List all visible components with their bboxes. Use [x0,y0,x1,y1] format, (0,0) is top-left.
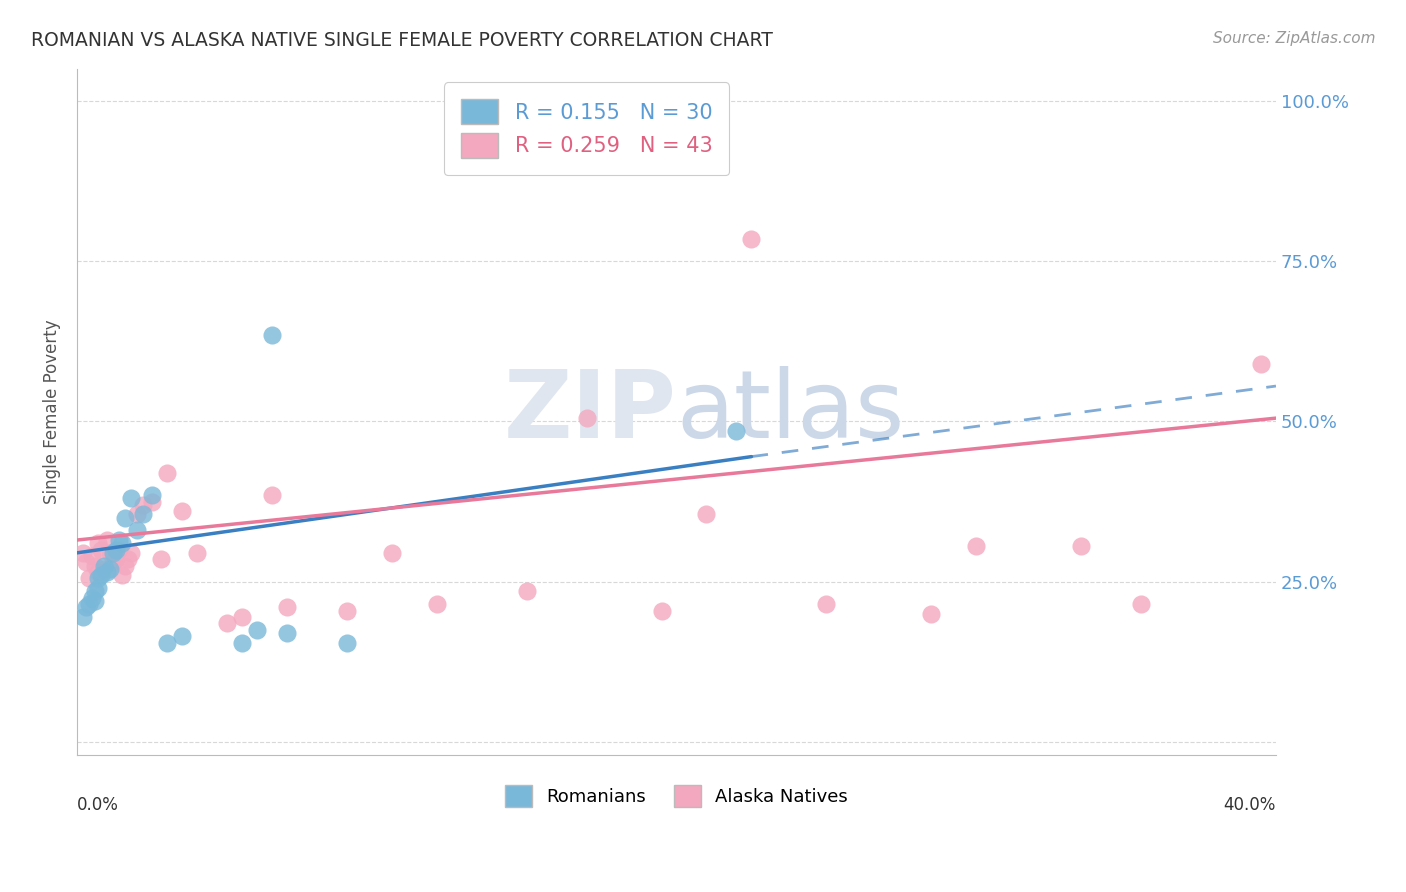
Point [105,552,128,566]
Point [965,540,987,554]
Point [105,542,128,557]
Point [575,411,598,425]
Point [117,552,139,566]
Point [96,565,118,579]
Point [80,591,103,605]
Point [93,562,115,576]
Point [87,572,110,586]
Point [98,546,121,560]
Point [125,508,148,522]
Text: Source: ZipAtlas.com: Source: ZipAtlas.com [1212,31,1375,46]
Point [1130,597,1153,611]
Point [96,533,118,547]
Point [651,603,673,617]
Point [72,546,94,560]
Point [1070,540,1092,554]
Point [426,597,449,611]
Point [381,546,404,560]
Point [215,616,238,631]
Point [815,597,838,611]
Text: 0.0%: 0.0% [77,796,120,814]
Point [336,635,359,649]
Point [84,558,107,573]
Text: atlas: atlas [676,366,905,458]
Point [920,607,942,621]
Point [740,231,762,245]
Point [87,565,110,579]
Point [120,491,142,506]
Point [132,498,155,512]
Point [591,94,613,108]
Text: 40.0%: 40.0% [1223,796,1277,814]
Point [75,556,97,570]
Point [87,581,110,595]
Point [260,488,283,502]
Point [101,556,124,570]
Point [72,610,94,624]
Point [125,524,148,538]
Point [114,558,136,573]
Point [84,584,107,599]
Point [276,626,298,640]
Point [87,536,110,550]
Text: ROMANIAN VS ALASKA NATIVE SINGLE FEMALE POVERTY CORRELATION CHART: ROMANIAN VS ALASKA NATIVE SINGLE FEMALE … [31,31,773,50]
Point [246,623,269,637]
Point [170,504,193,518]
Point [111,536,134,550]
Point [516,584,538,599]
Point [170,629,193,643]
Point [141,494,163,508]
Point [231,635,253,649]
Point [156,635,179,649]
Point [725,424,748,438]
Point [695,508,717,522]
Point [276,600,298,615]
Point [108,533,131,547]
Point [260,327,283,342]
Point [101,546,124,560]
Y-axis label: Single Female Poverty: Single Female Poverty [44,319,60,504]
Point [120,546,142,560]
Legend: Romanians, Alaska Natives: Romanians, Alaska Natives [498,778,855,814]
Text: ZIP: ZIP [503,366,676,458]
Point [231,610,253,624]
Point [336,603,359,617]
Point [98,562,121,576]
Point [84,594,107,608]
Point [114,510,136,524]
Point [93,558,115,573]
Point [90,542,112,557]
Point [77,597,100,611]
Point [150,552,173,566]
Point [156,466,179,480]
Point [132,508,155,522]
Point [75,600,97,615]
Point [1250,357,1272,371]
Point [80,549,103,563]
Point [186,546,208,560]
Point [141,488,163,502]
Point [77,572,100,586]
Point [108,542,131,557]
Point [90,568,112,582]
Point [111,568,134,582]
